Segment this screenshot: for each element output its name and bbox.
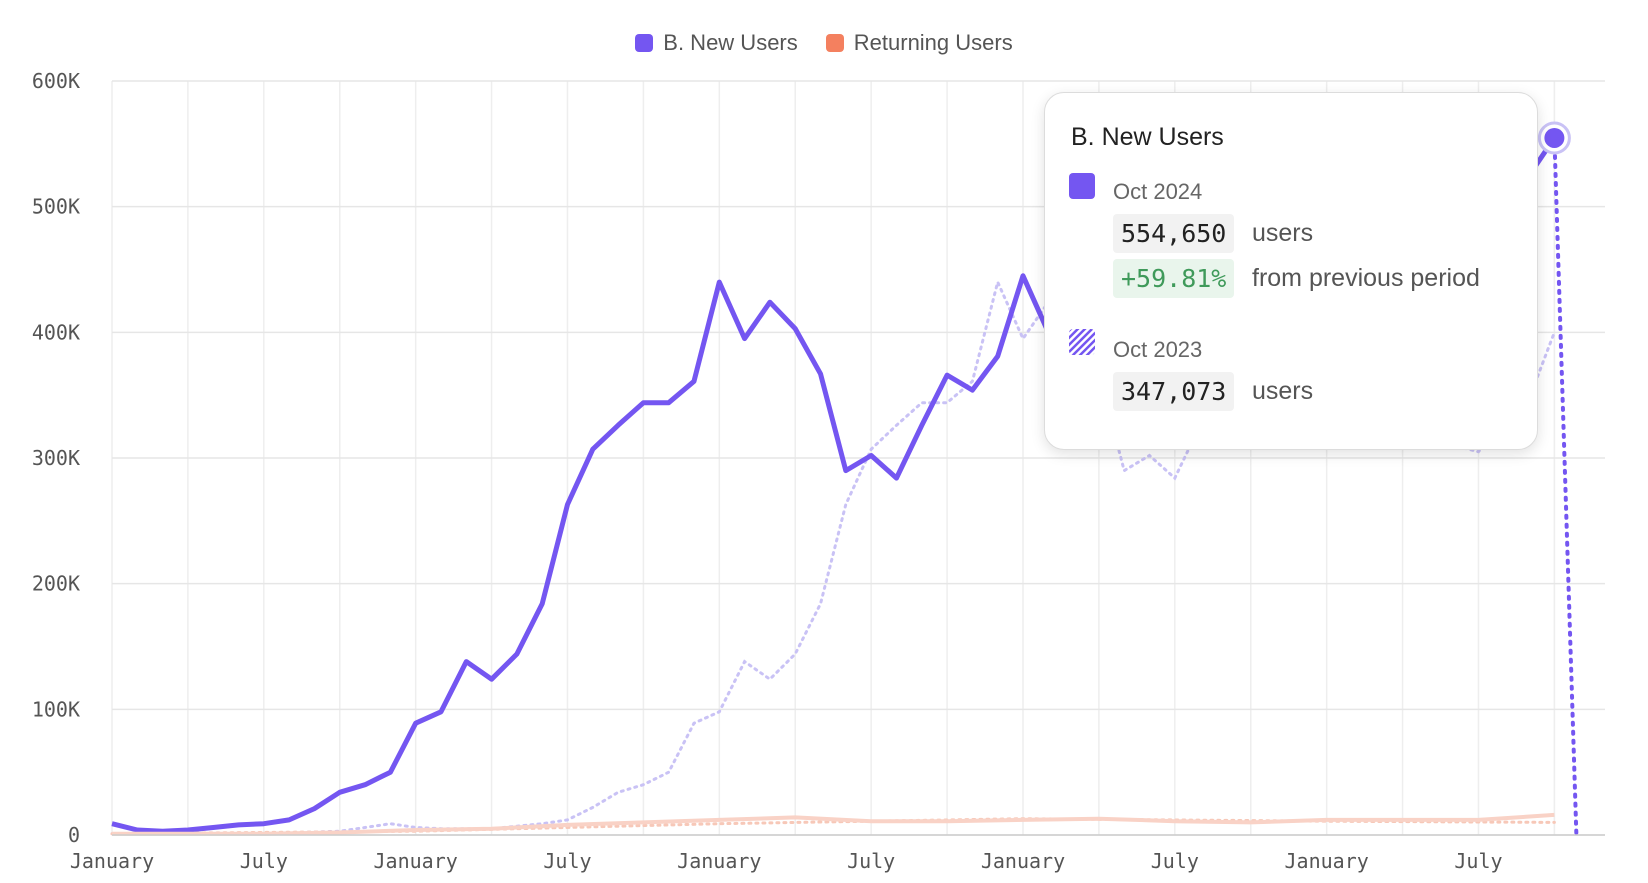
current-period-label: Oct 2024: [1113, 179, 1203, 204]
x-tick-label: July: [240, 849, 288, 873]
x-tick-label: July: [1454, 849, 1502, 873]
x-tick-label: July: [543, 849, 591, 873]
x-tick-label: July: [847, 849, 895, 873]
x-tick-label: January: [1284, 849, 1368, 873]
legend-label-new-users: B. New Users: [663, 30, 798, 55]
highlight-line: [1552, 135, 1579, 837]
previous-unit: users: [1252, 377, 1314, 405]
x-tick-label: January: [70, 849, 154, 873]
legend-item-new-users[interactable]: B. New Users: [635, 30, 798, 56]
legend-label-returning-users: Returning Users: [853, 30, 1013, 55]
change-percent: +59.81%: [1113, 259, 1235, 298]
current-period-swatch: [1069, 173, 1095, 199]
y-tick-label: 200K: [32, 572, 80, 596]
x-tick-label: January: [981, 849, 1065, 873]
chart-legend: B. New Users Returning Users: [0, 30, 1648, 56]
highlight-point: [1544, 127, 1565, 148]
tooltip-title: B. New Users: [1071, 123, 1224, 151]
current-unit: users: [1252, 219, 1314, 247]
change-text: from previous period: [1252, 264, 1480, 292]
y-tick-label: 400K: [32, 320, 80, 344]
x-tick-label: January: [374, 849, 458, 873]
legend-item-returning-users[interactable]: Returning Users: [825, 30, 1013, 56]
y-tick-label: 100K: [32, 697, 80, 721]
previous-value: 347,073: [1113, 372, 1235, 411]
previous-period-label: Oct 2023: [1113, 337, 1203, 362]
tooltip: B. New Users Oct 2024 554,650 users +59.…: [1044, 92, 1538, 450]
legend-swatch-returning-users: [825, 34, 844, 52]
legend-swatch-new-users: [635, 34, 654, 52]
y-tick-label: 600K: [32, 69, 80, 93]
x-tick-label: January: [677, 849, 761, 873]
previous-period-swatch: [1069, 329, 1095, 355]
series-line-1: [112, 812, 1555, 836]
y-tick-label: 0: [68, 823, 80, 847]
current-value: 554,650: [1113, 214, 1235, 253]
y-tick-label: 500K: [32, 195, 80, 219]
x-tick-label: July: [1151, 849, 1199, 873]
y-tick-label: 300K: [32, 446, 80, 470]
